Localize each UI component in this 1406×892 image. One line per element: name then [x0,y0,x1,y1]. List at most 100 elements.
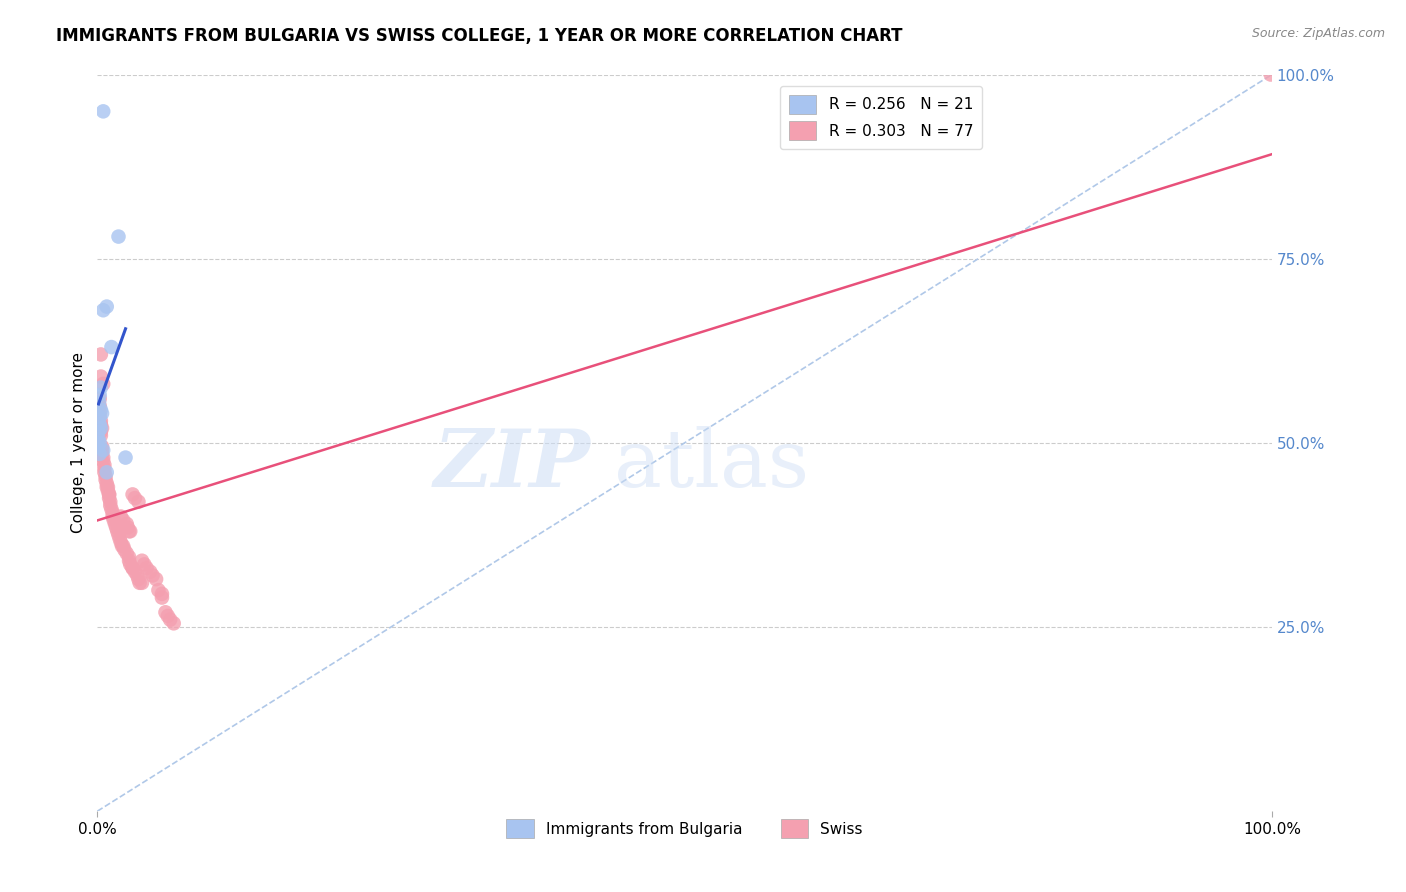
Point [156,609,179,624]
Point [120,524,142,539]
Point [98,491,121,505]
Point [91,303,114,318]
Point [97,480,120,494]
Point [96,480,118,494]
Point [91,443,114,458]
Point [139,565,162,579]
Point [101,509,124,524]
Point [100,502,122,516]
Point [100,340,122,354]
Point [87,440,110,454]
Point [114,450,136,465]
Point [150,587,173,601]
Point [91,406,114,420]
Text: atlas: atlas [614,426,810,504]
Point [89,392,111,406]
Point [91,450,114,465]
Point [142,568,165,582]
Point [94,469,117,483]
Point [150,591,173,605]
Point [96,466,118,480]
Point [96,476,118,491]
Point [120,558,142,572]
Text: IMMIGRANTS FROM BULGARIA VS SWISS COLLEGE, 1 YEAR OR MORE CORRELATION CHART: IMMIGRANTS FROM BULGARIA VS SWISS COLLEG… [56,27,903,45]
Point [131,554,153,568]
Point [91,440,114,454]
Point [1260,68,1282,82]
Point [124,491,146,505]
Point [90,425,112,439]
Point [128,575,150,590]
Text: ZIP: ZIP [434,426,591,504]
Point [91,443,114,458]
Point [115,516,138,531]
Point [98,495,121,509]
Point [94,473,117,487]
Point [121,487,143,501]
Point [105,520,128,534]
Point [163,616,186,631]
Point [90,381,112,395]
Point [148,583,170,598]
Text: Source: ZipAtlas.com: Source: ZipAtlas.com [1251,27,1385,40]
Point [131,575,153,590]
Point [118,524,141,539]
Point [127,568,149,582]
Point [118,554,141,568]
Point [117,520,139,534]
Point [145,572,167,586]
Point [89,435,111,450]
Point [110,509,132,524]
Point [91,376,114,391]
Point [101,506,124,520]
Point [93,461,115,475]
Point [118,549,141,564]
Point [112,539,135,553]
Point [90,414,112,428]
Point [93,458,115,472]
Point [105,524,128,539]
Point [103,513,125,527]
Point [87,432,110,446]
Point [90,428,112,442]
Point [98,487,121,501]
Legend: Immigrants from Bulgaria, Swiss: Immigrants from Bulgaria, Swiss [501,814,869,844]
Point [90,421,112,435]
Point [104,516,127,531]
Point [96,300,118,314]
Point [90,369,112,384]
Point [90,417,112,432]
Point [89,417,111,432]
Point [112,542,135,557]
Point [90,347,112,361]
Point [89,410,111,425]
Point [93,466,115,480]
Point [89,399,111,413]
Point [111,539,134,553]
Point [107,229,129,244]
Point [91,104,114,119]
Point [121,561,143,575]
Point [98,499,121,513]
Point [91,421,114,435]
Point [110,535,132,549]
Point [112,513,135,527]
Point [90,402,112,417]
Point [87,425,110,439]
Point [127,572,149,586]
Point [89,447,111,461]
Point [124,565,146,579]
Point [97,483,120,498]
Point [121,561,143,575]
Point [89,406,111,420]
Point [91,454,114,468]
Point [127,495,149,509]
Point [107,528,129,542]
Point [135,561,157,575]
Point [134,558,156,572]
Point [91,447,114,461]
Point [108,532,131,546]
Point [87,395,110,409]
Point [155,605,177,619]
Point [98,487,121,501]
